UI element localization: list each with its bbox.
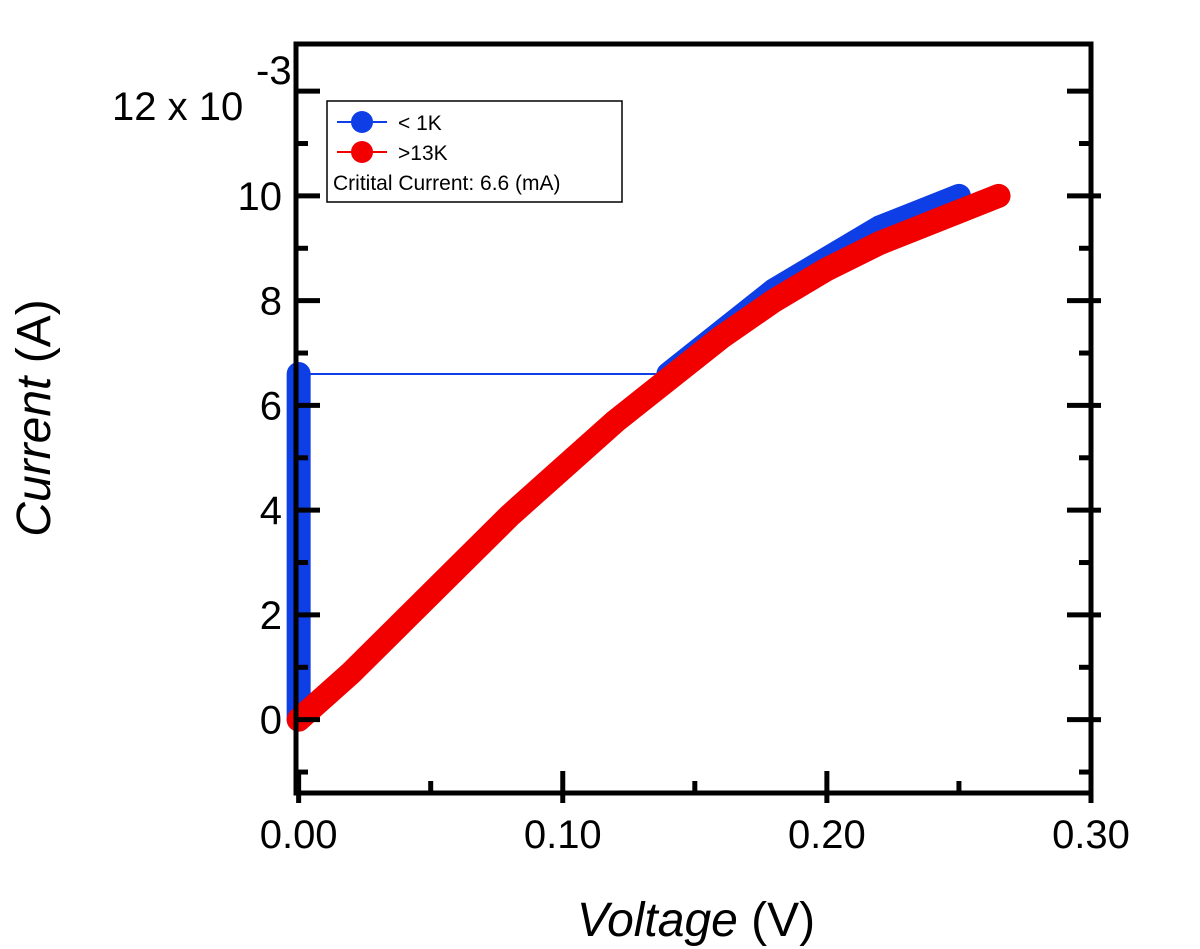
y-tick-label: 6 xyxy=(260,384,282,428)
y-axis-title-unit: (A) xyxy=(8,299,61,376)
y-tick-label: 2 xyxy=(260,594,282,638)
legend-swatch-marker-2 xyxy=(351,141,373,163)
x-axis-title-name: Voltage xyxy=(577,894,738,947)
x-axis-title: Voltage (V) xyxy=(577,894,815,947)
y-multiplier-base: 12 x 10 xyxy=(112,85,243,129)
series-line xyxy=(286,183,1011,732)
x-tick-label: 0.10 xyxy=(524,813,602,857)
x-tick-label: 0.30 xyxy=(1052,813,1130,857)
y-multiplier-label: 12 x 10 xyxy=(112,85,243,129)
y-axis-title-name: Current xyxy=(8,375,61,537)
y-tick-label: 4 xyxy=(260,489,282,533)
series-2 xyxy=(286,183,1011,732)
x-tick-label: 0.00 xyxy=(260,813,338,857)
legend-item-series-1: < 1K xyxy=(337,111,442,135)
y-multiplier-exponent: -3 xyxy=(256,49,292,93)
axis-ticks: 0.00 0.10 0.20 0.30 0 2 4 6 8 10 xyxy=(238,88,1130,857)
y-tick-label: 0 xyxy=(260,699,282,743)
x-tick-label: 0.20 xyxy=(788,813,866,857)
legend-annotation: Critital Current: 6.6 (mA) xyxy=(333,172,561,195)
series-layer xyxy=(286,183,1011,732)
legend-label-1: < 1K xyxy=(398,112,442,135)
x-axis-title-unit: (V) xyxy=(738,894,815,947)
y-axis-title: Current (A) xyxy=(8,299,61,536)
legend-swatch-marker-1 xyxy=(351,111,373,133)
legend-label-2: >13K xyxy=(398,142,448,165)
y-tick-label: 8 xyxy=(260,280,282,324)
legend: < 1K >13K Critital Current: 6.6 (mA) xyxy=(326,100,623,203)
legend-item-series-2: >13K xyxy=(337,141,448,165)
y-tick-label: 10 xyxy=(238,175,283,219)
